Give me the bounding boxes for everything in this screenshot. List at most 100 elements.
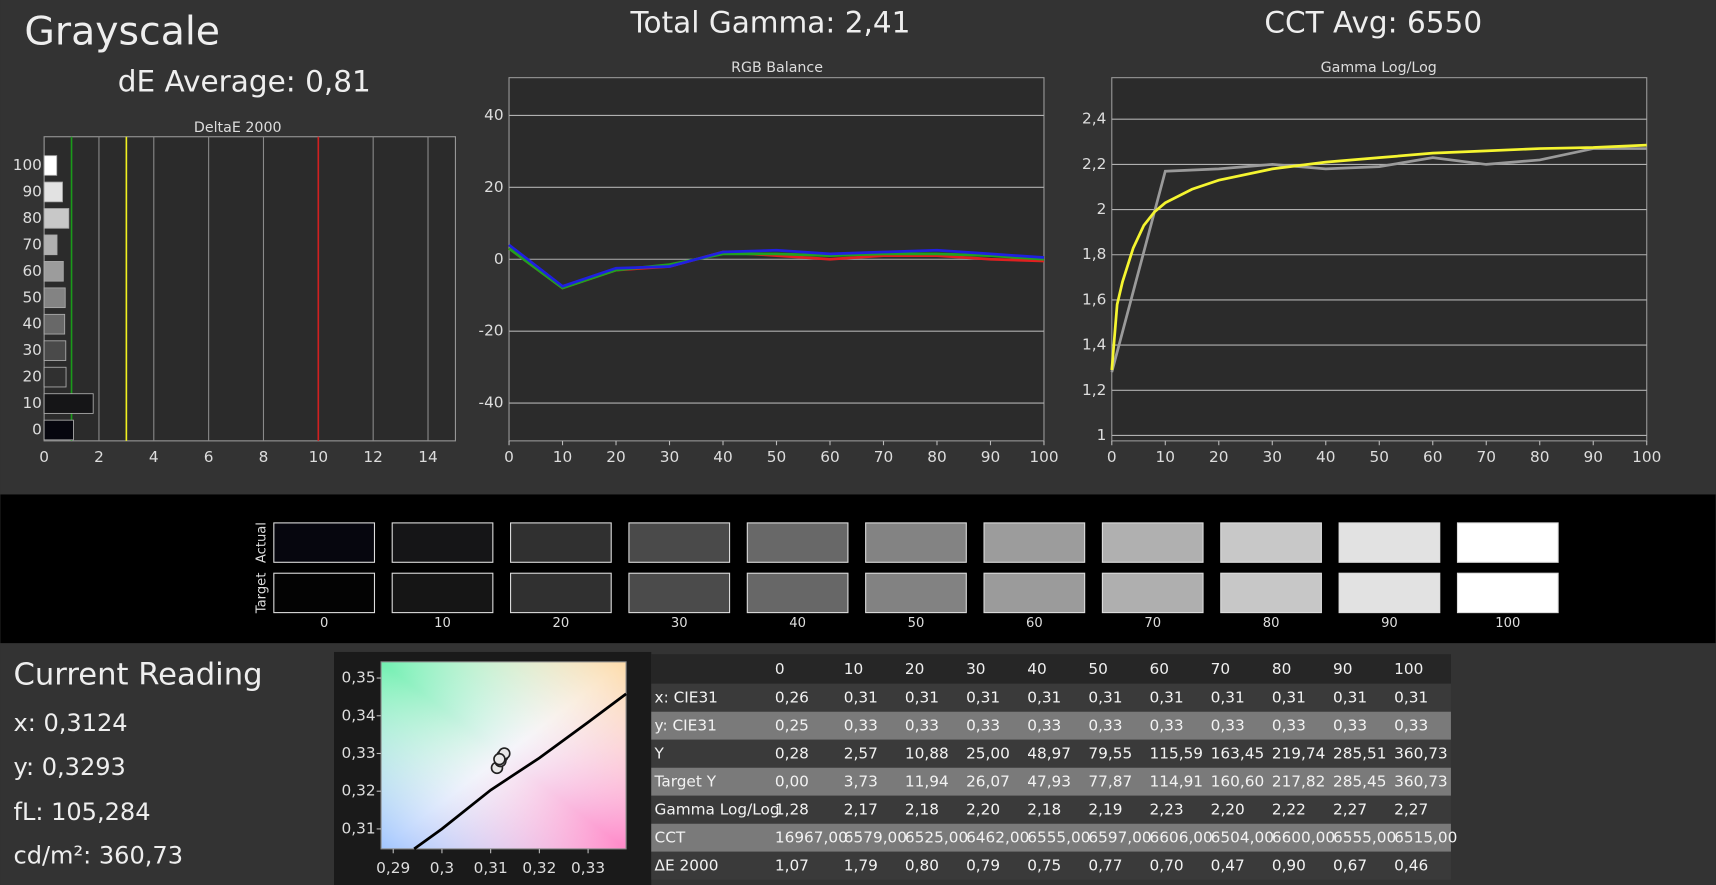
x-tick-label: 10 xyxy=(309,448,328,466)
table-cell: 6597,00 xyxy=(1088,828,1151,846)
row-label: Y xyxy=(654,744,665,762)
y-tick-label: 40 xyxy=(484,106,503,124)
table-cell: 3,73 xyxy=(844,772,878,790)
table-cell: 2,27 xyxy=(1394,800,1428,818)
x-tick-label: 80 xyxy=(1530,448,1549,466)
target-swatch xyxy=(1220,572,1322,614)
swatch-label: 90 xyxy=(1381,616,1398,631)
y-tick-label: 50 xyxy=(22,288,41,306)
actual-swatch xyxy=(746,522,849,563)
table-cell: 2,23 xyxy=(1150,800,1184,818)
table-cell: 25,00 xyxy=(966,744,1010,762)
y-tick-label: 30 xyxy=(22,341,41,359)
column-header: 0 xyxy=(775,660,785,678)
table-cell: 0,00 xyxy=(775,772,809,790)
bar xyxy=(43,340,67,361)
y-tick-label: 80 xyxy=(22,209,41,227)
target-swatch xyxy=(1338,572,1441,614)
table-cell: 6462,00 xyxy=(966,828,1029,846)
x-tick-label: 4 xyxy=(149,448,159,466)
table-cell: 77,87 xyxy=(1088,772,1132,790)
chart-title: RGB Balance xyxy=(731,60,823,76)
table-cell: 0,47 xyxy=(1211,856,1245,874)
x-tick-label: 30 xyxy=(660,448,679,466)
bar xyxy=(43,208,70,229)
target-swatch xyxy=(273,572,376,614)
target-swatch xyxy=(1456,572,1559,614)
actual-swatch xyxy=(1456,522,1559,563)
table-cell: 2,57 xyxy=(844,744,878,762)
swatch-panel xyxy=(0,494,1716,644)
series-line xyxy=(1110,143,1647,371)
table-cell: 0,33 xyxy=(1272,716,1306,734)
y-tick-label: 70 xyxy=(22,235,41,253)
y-tick-label: 2,4 xyxy=(1082,110,1106,128)
x-tick-label: 20 xyxy=(1209,448,1228,466)
y-tick-label: 20 xyxy=(484,178,503,196)
y-tick-label: 1,8 xyxy=(1082,245,1106,263)
x-tick-label: 10 xyxy=(553,448,572,466)
table-cell: 0,31 xyxy=(1333,688,1367,706)
x-tick-label: 50 xyxy=(767,448,786,466)
y-tick-label: 0 xyxy=(494,250,504,268)
bar xyxy=(43,419,74,441)
row-label: Target Y xyxy=(654,772,717,790)
target-swatch xyxy=(1101,572,1204,614)
table-cell: 285,45 xyxy=(1333,772,1387,790)
reading-y: y: 0,3293 xyxy=(13,753,125,781)
table-cell: 6515,00 xyxy=(1394,828,1457,846)
table-cell: 2,19 xyxy=(1088,800,1122,818)
column-header: 40 xyxy=(1027,660,1046,678)
cct-avg: CCT Avg: 6550 xyxy=(1264,6,1482,40)
row-label: ΔE 2000 xyxy=(655,856,719,874)
table-cell: 79,55 xyxy=(1088,744,1132,762)
table-cell: 0,31 xyxy=(1027,688,1061,706)
y-tick-label: 60 xyxy=(22,262,41,280)
swatch-label: 60 xyxy=(1026,616,1043,631)
table-cell: 26,07 xyxy=(966,772,1010,790)
y-tick-label: 90 xyxy=(22,182,41,200)
target-swatch xyxy=(510,572,612,614)
x-tick-label: 40 xyxy=(713,448,732,466)
table-cell: 114,91 xyxy=(1150,772,1204,790)
table-cell: 360,73 xyxy=(1394,772,1448,790)
table-cell: 360,73 xyxy=(1394,744,1448,762)
table-cell: 2,27 xyxy=(1333,800,1367,818)
table-cell: 0,33 xyxy=(1394,716,1428,734)
reading-title: Current Reading xyxy=(13,658,262,693)
swatch-label: 0 xyxy=(320,616,328,631)
point xyxy=(493,752,506,766)
table-cell: 0,90 xyxy=(1272,856,1306,874)
y-tick-label: 1,6 xyxy=(1082,290,1106,308)
bar xyxy=(43,393,94,414)
table-row-bg xyxy=(651,851,1451,880)
x-tick-label: 12 xyxy=(363,448,382,466)
x-tick-label: 70 xyxy=(1477,448,1496,466)
table-cell: 2,17 xyxy=(844,800,878,818)
row-label: x: CIE31 xyxy=(655,688,718,706)
y-tick-label: 0,33 xyxy=(342,744,376,762)
table-cell: 0,26 xyxy=(775,688,809,706)
table-cell: 0,33 xyxy=(1211,716,1245,734)
table-cell: 6606,00 xyxy=(1150,828,1213,846)
x-tick-label: 0,33 xyxy=(571,859,605,877)
de-average: dE Average: 0,81 xyxy=(118,65,371,99)
column-header: 90 xyxy=(1333,660,1352,678)
table-cell: 6525,00 xyxy=(905,828,968,846)
table-cell: 2,18 xyxy=(905,800,939,818)
bar xyxy=(43,366,67,388)
table-cell: 6600,00 xyxy=(1272,828,1335,846)
x-tick-label: 100 xyxy=(1029,448,1058,466)
y-tick-label: 0,34 xyxy=(342,706,376,724)
x-tick-label: 10 xyxy=(1156,448,1175,466)
x-tick-label: 80 xyxy=(927,448,946,466)
table-cell: 48,97 xyxy=(1027,744,1071,762)
reading-luminance: cd/m²: 360,73 xyxy=(13,842,183,870)
table-row-bg xyxy=(651,795,1451,824)
table-row-bg xyxy=(651,823,1451,852)
table-cell: 16967,00 xyxy=(775,828,848,846)
row-label: Gamma Log/Log xyxy=(655,800,780,818)
bar xyxy=(43,287,66,309)
